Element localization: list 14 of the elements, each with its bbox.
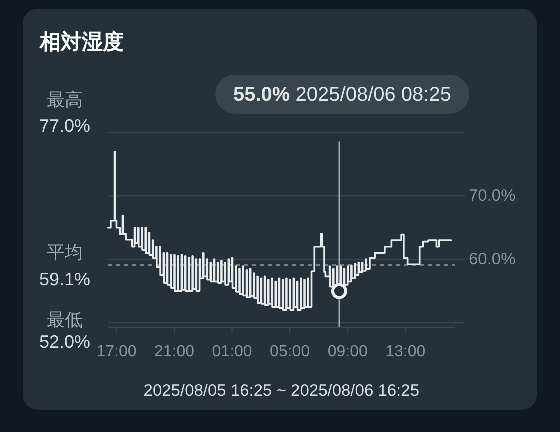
chart-title: 相対湿度: [39, 30, 124, 54]
ref-line-label: 平均 59.1%: [39, 242, 91, 290]
text: 最高 77.0%: [39, 90, 91, 136]
y-tick-label: 60.0%: [469, 250, 516, 269]
x-tick-label: 17:00: [96, 344, 137, 360]
text: 最低 52.0%: [39, 310, 91, 352]
x-tick-label: 09:00: [328, 344, 368, 360]
x-tick-label: 05:00: [270, 344, 310, 360]
x-tick-label: 01:00: [212, 344, 252, 360]
x-tick-label: 21:00: [154, 344, 195, 360]
y-tick-label: 70.0%: [469, 187, 516, 206]
text: 55.0% 2025/08/06 08:25: [234, 84, 452, 106]
x-tick-label: 13:00: [386, 344, 426, 360]
x-axis-title: 2025/08/05 16:25 ~ 2025/08/06 16:25: [144, 382, 420, 400]
